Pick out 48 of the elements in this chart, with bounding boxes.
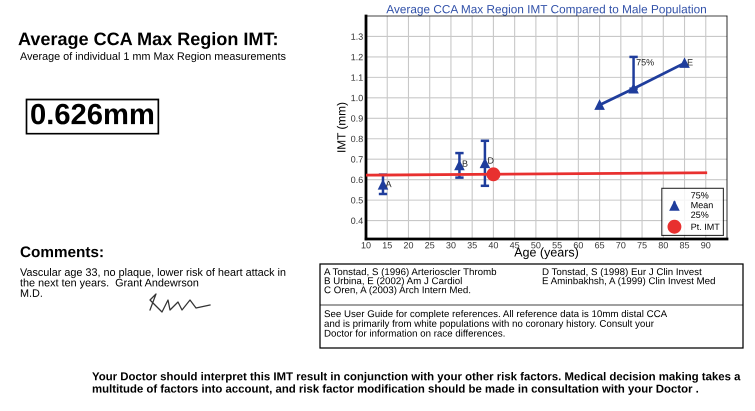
annotation: E xyxy=(688,59,693,66)
y-tick-label: 0.9 xyxy=(351,115,363,122)
text: Average CCA Max Region IMT: xyxy=(18,32,277,49)
annotation: D xyxy=(488,157,494,164)
x-tick-label: 50 xyxy=(531,242,541,248)
text: See User Guide for complete references. All reference data is 10mm distal CCA and is primarily from white populations with no coronary history. Consult your Doctor for information on race differences. xyxy=(324,310,668,337)
chart-title: Average CCA Max Region IMT Compared to Male Population xyxy=(386,4,706,16)
annotation: 75% xyxy=(636,59,654,66)
x-tick-label: 35 xyxy=(468,242,477,248)
y-tick-label: 0.5 xyxy=(351,197,363,204)
y-tick-label: 1.1 xyxy=(351,74,363,81)
point xyxy=(486,167,500,182)
y-tick-label: 1.3 xyxy=(351,33,363,40)
x-tick-label: 60 xyxy=(574,242,584,248)
y-tick-label: 1.2 xyxy=(351,54,363,60)
y-tick-label: 0.8 xyxy=(351,136,363,142)
annotation: A xyxy=(386,180,392,188)
x-tick-label: 20 xyxy=(404,242,414,248)
legend-label: Pt. IMT xyxy=(691,224,720,230)
text: D Tonstad, S (1998) Eur J Clin Invest E Aminbakhsh, A (1999) Clin Invest Med xyxy=(542,268,715,286)
legend-label: 75% Mean 25% xyxy=(691,192,713,218)
y-tick-label: 0.4 xyxy=(351,218,363,224)
x-tick-label: 70 xyxy=(616,242,626,248)
x-tick-label: 30 xyxy=(446,242,456,248)
x-tick-label: 55 xyxy=(552,242,562,248)
y-tick-label: 1.0 xyxy=(351,94,363,102)
x-tick-label: 85 xyxy=(680,242,690,248)
x-tick-label: 25 xyxy=(425,242,434,248)
x-tick-label: 45 xyxy=(510,242,520,248)
x-tick-label: 80 xyxy=(658,242,668,248)
text: 0.626mm xyxy=(31,104,154,124)
y-axis-title: IMT (mm) xyxy=(336,102,348,152)
text: Comments: xyxy=(20,246,103,258)
annotation: B xyxy=(462,160,468,167)
x-tick-label: 65 xyxy=(595,242,604,248)
point xyxy=(594,100,604,110)
text: Average of individual 1 mm Max Region measurements xyxy=(20,52,286,62)
text: Vascular age 33, no plaque, lower risk of heart attack in the next ten years. Grant Andewrson M.D. xyxy=(20,268,286,297)
x-tick-label: 90 xyxy=(701,242,710,248)
text: A Tonstad, S (1996) Arterioscler Thromb B Urbina, E (2002) Am J Cardiol C Oren, A (2003) Arch Intern Med. xyxy=(324,268,496,296)
y-tick-label: 0.6 xyxy=(351,176,363,184)
x-tick-label: 10 xyxy=(362,242,371,248)
x-tick-label: 40 xyxy=(488,242,498,248)
x-tick-label: 75 xyxy=(638,242,647,248)
x-axis-title: Age (years) xyxy=(514,247,578,260)
x-tick-label: 15 xyxy=(382,242,392,248)
text: Your Doctor should interpret this IMT result in conjunction with your other risk factors. Medical decision making takes a multitude of factors into account, and risk factor modification should be made in consultation with your Doctor . xyxy=(92,372,741,395)
y-tick-label: 0.7 xyxy=(351,156,363,163)
